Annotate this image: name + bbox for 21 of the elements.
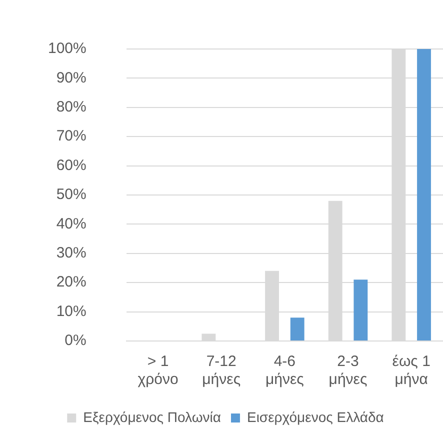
y-tick-label: 40% <box>56 215 86 232</box>
bar <box>290 318 304 340</box>
legend-label: Εισερχόμενος Ελλάδα <box>246 408 384 425</box>
legend-label: Εξερχόμενος Πολωνία <box>83 408 221 425</box>
x-tick-label: 7-12 μήνες <box>202 353 241 388</box>
bar <box>417 49 431 340</box>
bar <box>354 280 368 340</box>
y-tick-label: 20% <box>56 274 86 291</box>
y-tick-label: 30% <box>56 244 86 262</box>
x-tick-label: έως 1 μήνα <box>392 353 430 388</box>
x-tick-label: > 1 χρόνο <box>138 353 178 388</box>
y-tick-label: 80% <box>56 98 86 116</box>
y-tick-label: 100% <box>48 40 86 58</box>
y-tick-label: 0% <box>64 332 86 350</box>
y-tick-label: 10% <box>56 302 86 320</box>
x-tick-label: 2-3 μήνες <box>328 353 368 388</box>
y-tick-label: 70% <box>56 128 86 145</box>
y-tick-label: 50% <box>56 186 86 204</box>
x-tick-label: 4-6 μήνες <box>265 353 304 388</box>
y-tick-label: 90% <box>56 69 86 86</box>
y-tick-label: 60% <box>56 156 86 174</box>
